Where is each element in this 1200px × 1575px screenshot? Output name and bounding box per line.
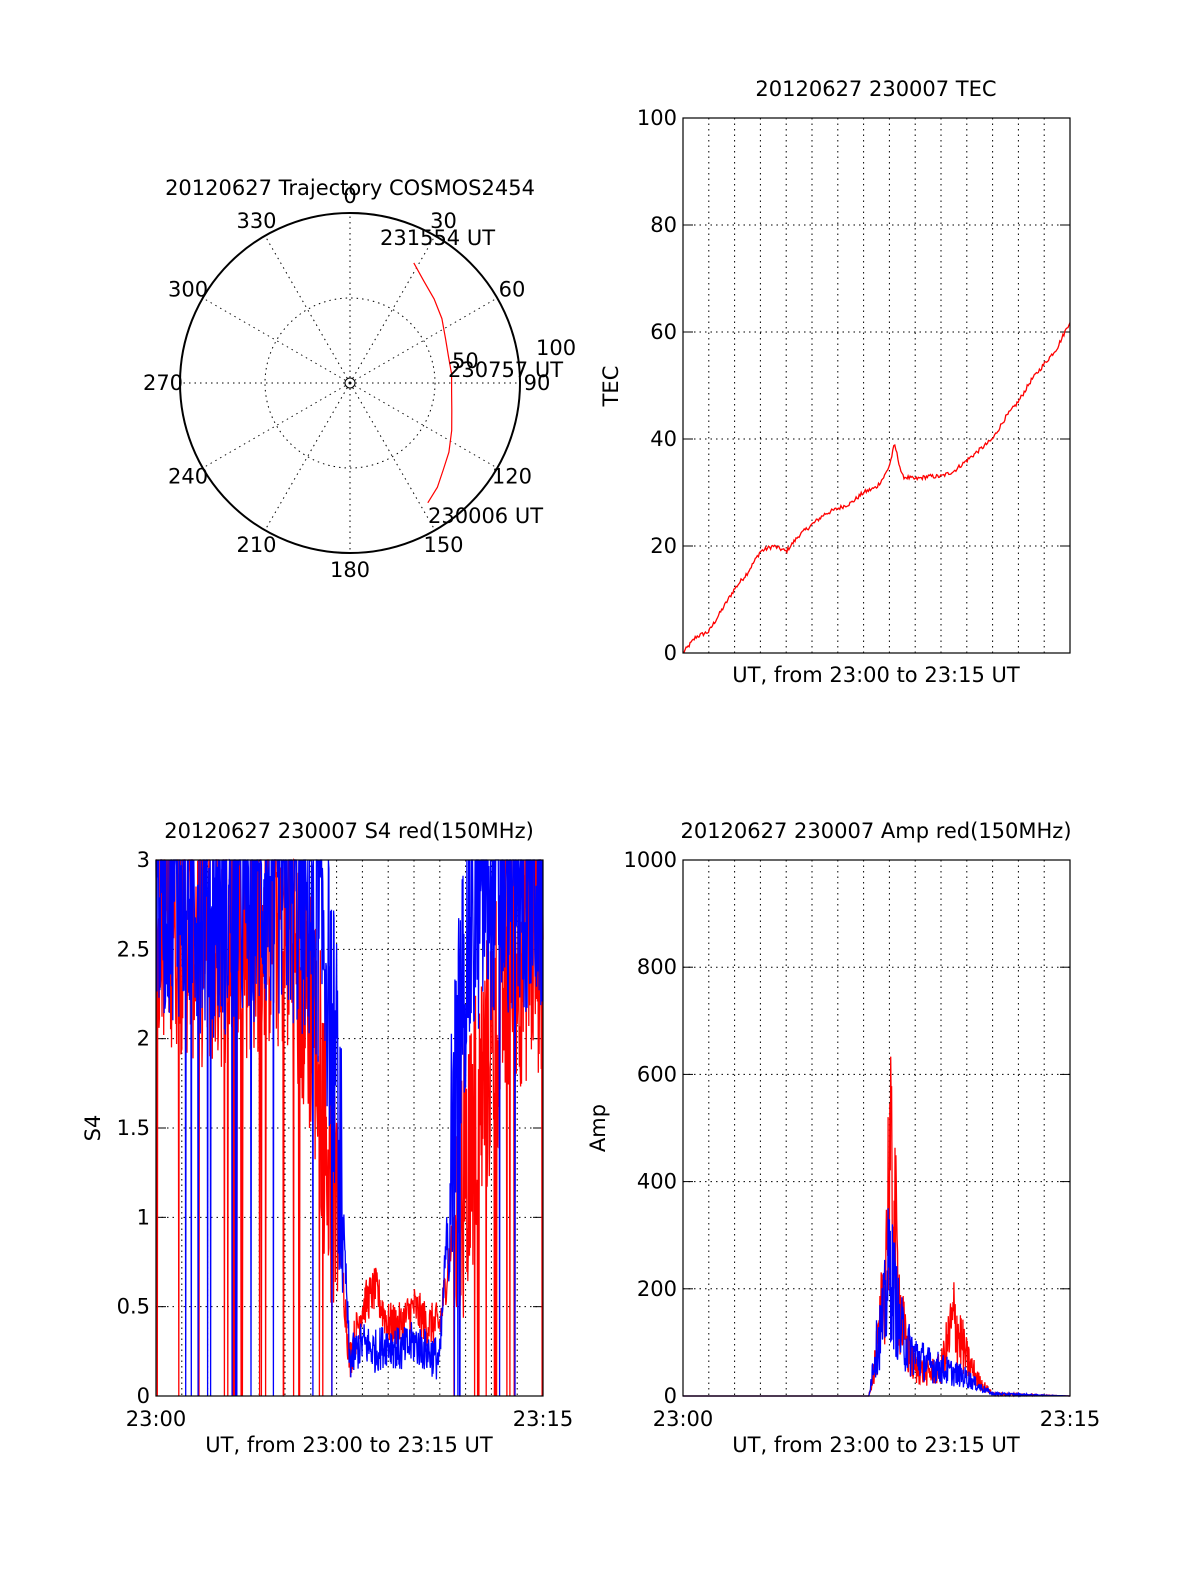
tec-series-line — [682, 322, 1071, 654]
polar-annotation-start: 230006 UT — [428, 504, 543, 528]
s4-y-tick-label: 2 — [137, 1027, 150, 1051]
amp-grid — [683, 859, 1070, 1397]
tec-grid — [683, 117, 1070, 654]
s4-y-tick-label: 1.5 — [117, 1116, 150, 1140]
polar-spoke — [349, 297, 498, 384]
polar-azimuth-label: 120 — [492, 465, 532, 489]
amp-y-tick-label: 1000 — [624, 848, 677, 872]
amp-y-tick-label: 600 — [637, 1062, 677, 1086]
polar-azimuth-label: 330 — [236, 209, 276, 233]
tec-y-tick-label: 60 — [650, 320, 677, 344]
amp-x-axis-label: UT, from 23:00 to 23:15 UT — [732, 1433, 1020, 1457]
amp-y-tick-labels: 0 200 400 600 800 1000 — [624, 848, 677, 1408]
polar-outer-circle — [179, 212, 521, 554]
amp-x-tick-end: 23:15 — [1040, 1407, 1101, 1431]
tec-x-axis-label: UT, from 23:00 to 23:15 UT — [732, 663, 1020, 687]
polar-annotation-end: 231554 UT — [380, 226, 495, 250]
s4-y-tick-label: 1 — [137, 1205, 150, 1229]
polar-azimuth-label: 150 — [423, 533, 463, 557]
polar-azimuth-label: 240 — [168, 465, 208, 489]
amp-y-tick-label: 800 — [637, 955, 677, 979]
s4-x-tick-start: 23:00 — [126, 1407, 187, 1431]
amp-title: 20120627 230007 Amp red(150MHz) — [680, 819, 1071, 843]
polar-azimuth-label: 30 — [430, 209, 457, 233]
s4-plot-frame — [155, 859, 544, 1397]
s4-y-tick-label: 3 — [137, 848, 150, 872]
polar-spoke — [202, 297, 351, 384]
tec-y-tick-label: 80 — [650, 213, 677, 237]
s4-y-tick-labels: 0 0.5 1 1.5 2 2.5 3 — [117, 848, 150, 1408]
polar-radius-label-50: 50 — [452, 349, 479, 373]
polar-spoke — [264, 235, 351, 384]
amp-plot-frame — [682, 859, 1071, 1397]
polar-radius-label-100: 100 — [536, 336, 576, 360]
polar-azimuth-label: 300 — [168, 278, 208, 302]
tec-y-tick-labels: 0 20 40 60 80 100 — [637, 106, 677, 665]
polar-inner-circle — [264, 297, 436, 469]
amp-x-tick-start: 23:00 — [653, 1407, 714, 1431]
tec-panel: 20120627 230007 TEC 0 20 40 60 80 100 UT, fro… — [599, 77, 1071, 687]
s4-y-tick-label: 2.5 — [117, 937, 150, 961]
s4-x-axis-label: UT, from 23:00 to 23:15 UT — [205, 1433, 493, 1457]
s4-y-axis-label: S4 — [81, 1115, 105, 1142]
amp-y-tick-label: 200 — [637, 1277, 677, 1301]
s4-panel: 20120627 230007 S4 red(150MHz) 0 0.5 1 1.5 2… — [81, 819, 573, 1457]
polar-azimuth-label: 0 — [343, 184, 356, 208]
amp-panel: 20120627 230007 Amp red(150MHz) 0 200 400 6… — [586, 819, 1100, 1457]
polar-trajectory-line — [413, 262, 453, 504]
polar-azimuth-label: 180 — [330, 558, 370, 582]
polar-spoke — [349, 235, 436, 384]
s4-y-tick-label: 0 — [137, 1384, 150, 1408]
polar-azimuth-label: 60 — [499, 278, 526, 302]
s4-x-tick-end: 23:15 — [513, 1407, 574, 1431]
polar-title: 20120627 Trajectory COSMOS2454 — [165, 176, 535, 200]
tec-title: 20120627 230007 TEC — [755, 77, 996, 101]
polar-azimuth-label: 90 — [524, 371, 551, 395]
tec-y-tick-label: 100 — [637, 106, 677, 130]
polar-spoke — [349, 382, 498, 469]
tec-plot-frame — [682, 117, 1071, 654]
polar-center — [344, 377, 356, 389]
polar-spokes — [180, 213, 520, 553]
polar-spoke — [202, 382, 351, 469]
s4-y-tick-label: 0.5 — [117, 1295, 150, 1319]
s4-title: 20120627 230007 S4 red(150MHz) — [164, 819, 534, 843]
polar-azimuth-label: 270 — [143, 371, 183, 395]
polar-panel: 20120627 Trajectory COSMOS2454 0 30 60 90 12… — [143, 176, 576, 582]
polar-spoke — [349, 382, 436, 531]
polar-azimuth-labels: 0 30 60 90 120 150 180 210 240 270 300 330 — [143, 184, 550, 582]
amp-y-tick-label: 400 — [637, 1170, 677, 1194]
s4-series-blue-line — [155, 858, 544, 1397]
polar-azimuth-label: 210 — [236, 533, 276, 557]
tec-y-axis-label: TEC — [599, 366, 623, 408]
tec-y-tick-label: 40 — [650, 427, 677, 451]
amp-y-axis-label: Amp — [586, 1104, 610, 1152]
polar-spoke — [264, 382, 351, 531]
tec-y-tick-label: 20 — [650, 534, 677, 558]
polar-annotation-mid: 230757 UT — [448, 358, 563, 382]
amp-series-blue-line — [683, 1208, 1070, 1398]
amp-y-tick-label: 0 — [664, 1384, 677, 1408]
tec-y-tick-label: 0 — [664, 641, 677, 665]
